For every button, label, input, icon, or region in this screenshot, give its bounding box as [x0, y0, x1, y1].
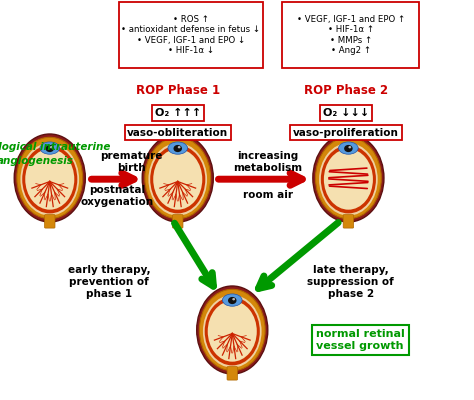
Text: vaso-proliferation: vaso-proliferation: [293, 128, 399, 138]
FancyBboxPatch shape: [173, 214, 183, 228]
Text: physiological intrauterine
angiogenesis: physiological intrauterine angiogenesis: [0, 142, 111, 166]
Circle shape: [50, 146, 53, 148]
FancyBboxPatch shape: [45, 214, 55, 228]
Ellipse shape: [145, 137, 210, 219]
Ellipse shape: [208, 301, 257, 362]
Ellipse shape: [313, 134, 384, 222]
Ellipse shape: [40, 142, 60, 154]
Ellipse shape: [338, 142, 358, 154]
Text: postnatal
oxygenation: postnatal oxygenation: [81, 185, 154, 207]
Ellipse shape: [25, 149, 74, 210]
Ellipse shape: [17, 137, 82, 219]
Circle shape: [348, 146, 351, 148]
Text: vaso-obliteration: vaso-obliteration: [127, 128, 228, 138]
Circle shape: [178, 146, 181, 148]
Ellipse shape: [20, 143, 79, 216]
Text: O₂ ↑↑↑: O₂ ↑↑↑: [155, 108, 201, 118]
Text: premature
birth: premature birth: [100, 151, 163, 173]
Circle shape: [344, 145, 353, 152]
Text: ROP Phase 2: ROP Phase 2: [304, 84, 388, 96]
Text: increasing
metabolism: increasing metabolism: [233, 151, 302, 173]
FancyBboxPatch shape: [282, 2, 419, 68]
Ellipse shape: [203, 295, 262, 368]
Text: • VEGF, IGF-1 and EPO ↑
• HIF-1α ↑
• MMPs ↑
• Ang2 ↑: • VEGF, IGF-1 and EPO ↑ • HIF-1α ↑ • MMP…: [297, 15, 405, 55]
Ellipse shape: [22, 145, 77, 214]
Ellipse shape: [197, 286, 268, 374]
Text: late therapy,
suppression of
phase 2: late therapy, suppression of phase 2: [307, 266, 394, 298]
Ellipse shape: [142, 134, 213, 222]
Circle shape: [46, 145, 54, 152]
Ellipse shape: [316, 137, 381, 219]
FancyBboxPatch shape: [227, 366, 237, 380]
Ellipse shape: [222, 294, 242, 306]
Text: room air: room air: [243, 190, 293, 200]
Text: • ROS ↑
• antioxidant defense in fetus ↓
• VEGF, IGF-1 and EPO ↓
• HIF-1α ↓: • ROS ↑ • antioxidant defense in fetus ↓…: [121, 15, 260, 55]
Ellipse shape: [168, 142, 188, 154]
Ellipse shape: [319, 143, 378, 216]
Circle shape: [228, 297, 237, 304]
FancyBboxPatch shape: [343, 214, 354, 228]
Ellipse shape: [205, 297, 260, 366]
Text: O₂ ↓↓↓: O₂ ↓↓↓: [323, 108, 369, 118]
Text: normal retinal
vessel growth: normal retinal vessel growth: [316, 329, 405, 351]
Text: ROP Phase 1: ROP Phase 1: [136, 84, 220, 96]
Ellipse shape: [14, 134, 85, 222]
Ellipse shape: [324, 149, 373, 210]
Ellipse shape: [200, 289, 265, 371]
Circle shape: [232, 298, 235, 300]
Text: early therapy,
prevention of
phase 1: early therapy, prevention of phase 1: [68, 266, 150, 298]
Ellipse shape: [153, 149, 202, 210]
Ellipse shape: [150, 145, 205, 214]
Ellipse shape: [148, 143, 207, 216]
FancyBboxPatch shape: [118, 2, 263, 68]
Circle shape: [173, 145, 182, 152]
Ellipse shape: [321, 145, 376, 214]
